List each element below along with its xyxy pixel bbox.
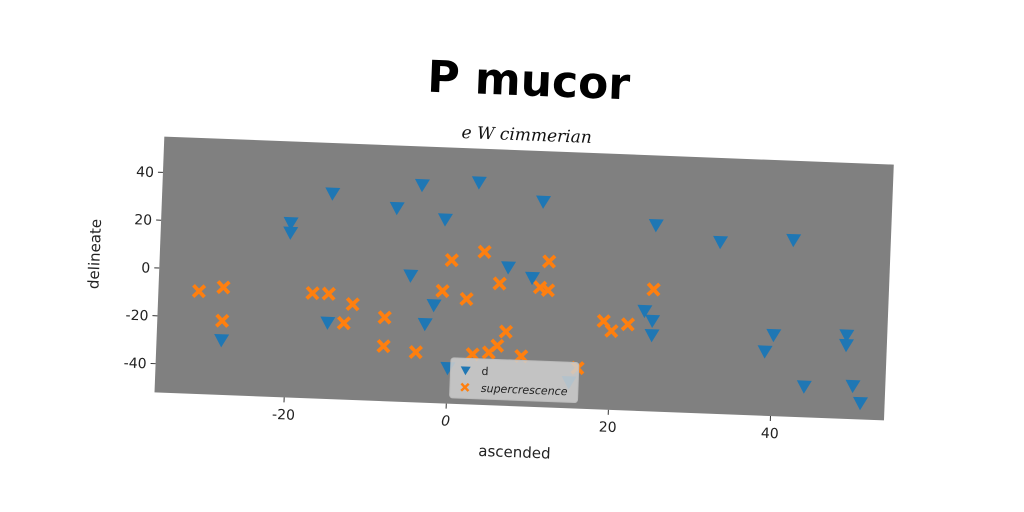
legend-marker-d [460,366,471,376]
plot-area [154,136,894,421]
point-supercrescence [305,285,320,301]
point-supercrescence [215,313,230,328]
point-supercrescence [321,286,336,301]
point-supercrescence [492,276,507,291]
x-axis-label: ascended [478,442,551,463]
point-supercrescence [435,283,450,299]
y-tick-label: 20 [134,212,152,229]
legend-box [449,357,580,404]
point-d [637,304,653,319]
point-supercrescence [604,323,619,339]
point-supercrescence [444,252,459,268]
point-d [853,396,869,411]
point-supercrescence [345,297,360,312]
chart-subtitle: e W cimmerian [461,123,592,148]
point-d [839,338,854,353]
point-d [645,314,661,329]
point-d [320,316,336,330]
x-axis: -20 0 20 40 [272,397,779,443]
point-supercrescence [540,283,556,298]
legend-marker-supercrescence [460,382,470,392]
point-supercrescence [191,283,207,299]
point-d [283,216,299,231]
y-axis-label: delineate [84,219,105,290]
point-d [839,329,855,343]
point-d [414,178,430,193]
point-supercrescence [498,324,514,339]
point-supercrescence [477,244,492,259]
point-d [283,226,299,240]
x-tick-label: 20 [598,419,616,436]
x-tick-label: -20 [272,407,295,424]
point-supercrescence [513,349,529,364]
point-d [325,187,341,201]
x-tick-label: 40 [761,426,779,443]
point-d [536,195,552,209]
point-d [766,328,782,343]
y-tick-label: 0 [141,260,151,276]
point-supercrescence [216,280,231,295]
point-d [403,269,419,283]
chart-title: P mucor [426,52,631,111]
point-d [389,201,405,216]
point-supercrescence [620,317,636,332]
point-d [644,328,660,343]
point-supercrescence [408,344,423,360]
x-tick-label: 0 [441,413,451,429]
point-supercrescence [459,291,474,307]
point-d [437,213,453,227]
point-d [501,261,517,275]
point-supercrescence [376,338,391,354]
y-tick-label: 40 [136,164,154,181]
point-supercrescence [541,254,557,269]
point-supercrescence [377,310,392,325]
point-d [757,345,773,359]
legend-label-supercrescence: supercrescence [481,382,568,398]
point-supercrescence [646,282,661,297]
legend: d supercrescence [449,357,580,404]
point-supercrescence [465,347,480,362]
point-d [471,176,487,190]
point-supercrescence [336,315,352,331]
point-d [426,299,442,313]
y-tick-label: -20 [125,308,148,325]
y-axis: -40 -20 0 20 40 [123,164,163,372]
legend-label-d: d [481,365,488,378]
point-d [796,380,812,394]
point-supercrescence [481,345,496,360]
y-tick-label: -40 [123,355,146,372]
point-d [417,317,433,332]
point-d [525,271,541,286]
point-d [713,235,729,250]
point-d [845,379,861,394]
point-d [214,333,230,348]
point-d [648,218,664,233]
point-d [786,233,802,248]
